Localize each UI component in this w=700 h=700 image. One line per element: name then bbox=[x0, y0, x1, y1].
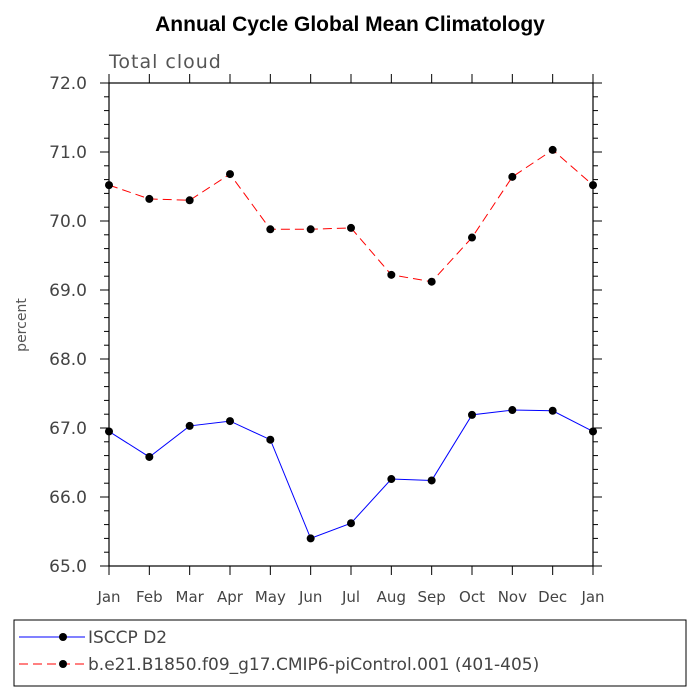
series-0-point bbox=[548, 406, 557, 415]
series-0-point bbox=[468, 410, 476, 419]
series-0-point bbox=[427, 476, 436, 485]
y-tick-label: 70.0 bbox=[49, 212, 87, 232]
x-tick-label: Nov bbox=[498, 588, 527, 606]
series-0-point bbox=[185, 421, 194, 430]
legend-entry-cmip6: b.e21.B1850.f09_g17.CMIP6-piControl.001 … bbox=[19, 655, 539, 675]
x-tick-label: Sep bbox=[418, 588, 446, 606]
legend-label-isccp: ISCCP D2 bbox=[88, 628, 167, 648]
series-1-point bbox=[226, 170, 234, 179]
chart-title: Annual Cycle Global Mean Climatology bbox=[155, 13, 545, 36]
series-1-point bbox=[266, 225, 275, 234]
y-tick-label: 72.0 bbox=[49, 74, 87, 94]
series-line-1 bbox=[108, 149, 594, 283]
x-tick-label: Apr bbox=[217, 588, 244, 606]
y-tick-labels: 65.0 66.0 67.0 68.0 69.0 70.0 71.0 72.0 bbox=[49, 74, 87, 577]
y-tick-label: 71.0 bbox=[49, 143, 87, 163]
x-tick-label: Oct bbox=[459, 588, 485, 606]
x-tick-label: Aug bbox=[377, 588, 406, 606]
y-tick-label: 66.0 bbox=[49, 488, 87, 508]
x-tick-label: Jun bbox=[298, 588, 322, 606]
legend: ISCCP D2 b.e21.B1850.f09_g17.CMIP6-piCon… bbox=[13, 619, 687, 687]
series-0-point bbox=[145, 452, 154, 461]
y-axis-label: percent bbox=[14, 298, 30, 352]
series-1-point bbox=[347, 223, 355, 232]
series-1-point bbox=[306, 225, 315, 234]
series-1-point bbox=[548, 145, 557, 154]
series-1-point bbox=[185, 196, 194, 205]
x-tick-label: Jan bbox=[96, 588, 120, 606]
y-tick-label: 68.0 bbox=[49, 350, 87, 370]
series-0-point bbox=[266, 435, 275, 444]
y-tick-label: 69.0 bbox=[49, 281, 87, 301]
legend-label-cmip6: b.e21.B1850.f09_g17.CMIP6-piControl.001 … bbox=[88, 655, 539, 675]
x-tick-label: Dec bbox=[538, 588, 567, 606]
y-tick-label: 67.0 bbox=[49, 419, 87, 439]
y-tick-label: 65.0 bbox=[49, 557, 87, 577]
series-0-point bbox=[387, 475, 396, 484]
x-tick-label: Mar bbox=[176, 588, 205, 606]
legend-entry-isccp: ISCCP D2 bbox=[19, 628, 167, 648]
x-tick-label: Jul bbox=[341, 588, 360, 606]
series-0-point bbox=[306, 534, 315, 543]
axis-ticks bbox=[100, 74, 602, 575]
legend-box bbox=[13, 619, 687, 687]
legend-marker-0 bbox=[59, 633, 67, 641]
series-0-point bbox=[226, 417, 234, 426]
x-tick-label: Feb bbox=[136, 588, 163, 606]
series-1-point bbox=[508, 172, 517, 181]
series-0-point bbox=[347, 519, 355, 528]
series-1-point bbox=[427, 277, 436, 286]
series-0-point bbox=[508, 406, 517, 415]
x-tick-label: May bbox=[255, 588, 286, 606]
series-1-point bbox=[145, 194, 154, 203]
plot-frame bbox=[108, 82, 594, 567]
series-line-0 bbox=[108, 409, 594, 540]
x-tick-label: Jan bbox=[580, 588, 604, 606]
series-1-point bbox=[387, 270, 396, 279]
series-layer bbox=[105, 145, 597, 543]
chart-subtitle: Total cloud bbox=[108, 51, 222, 73]
series-1-point bbox=[468, 233, 476, 242]
x-tick-labels: Jan Feb Mar Apr May Jun Jul Aug Sep Oct Nov Dec Jan bbox=[96, 588, 604, 606]
legend-marker-1 bbox=[59, 660, 67, 668]
